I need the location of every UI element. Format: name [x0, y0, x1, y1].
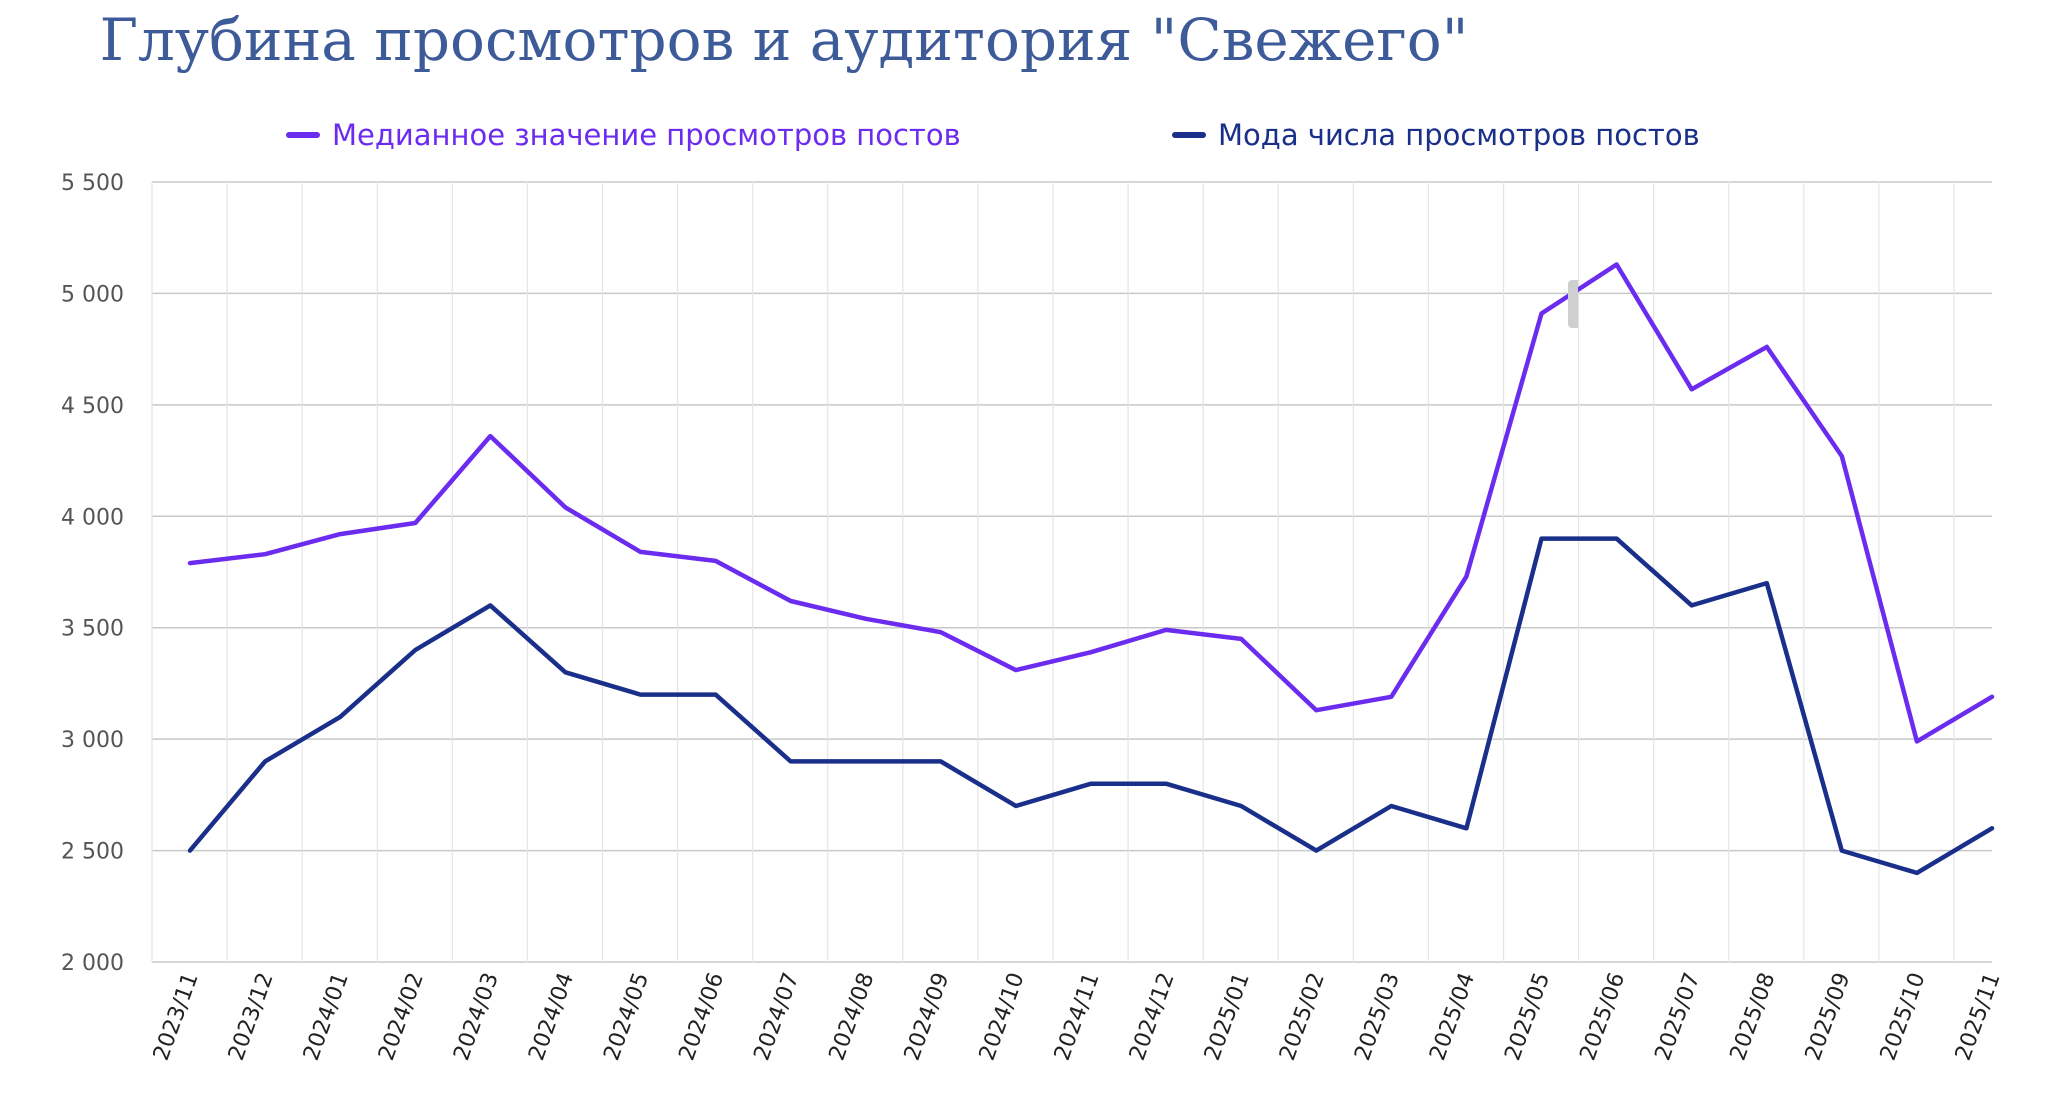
x-tick-label: 2024/04 [524, 970, 579, 1064]
series-lines [187, 262, 1995, 876]
y-tick-label: 5 500 [61, 171, 124, 196]
vertical-gridlines [151, 182, 1955, 962]
y-tick-label: 4 500 [61, 394, 124, 419]
x-tick-label: 2024/12 [1125, 970, 1180, 1064]
x-tick-label: 2023/12 [224, 970, 279, 1064]
x-tick-label: 2025/08 [1726, 970, 1781, 1064]
legend-item-mode: Мода числа просмотров постов [1172, 118, 1700, 152]
x-tick-label: 2025/11 [1951, 970, 2006, 1064]
legend-swatch-mode [1172, 132, 1206, 138]
x-tick-label: 2025/05 [1500, 970, 1555, 1064]
x-tick-label: 2025/10 [1876, 970, 1931, 1064]
edge-handle[interactable] [1568, 280, 1578, 328]
series-line-0 [187, 262, 1995, 744]
y-tick-label: 3 500 [61, 617, 124, 642]
x-tick-label: 2024/10 [975, 970, 1030, 1064]
legend-item-median: Медианное значение просмотров постов [286, 118, 961, 152]
x-tick-label: 2024/01 [299, 970, 354, 1064]
x-tick-label: 2025/07 [1651, 970, 1706, 1064]
legend-label-mode: Мода числа просмотров постов [1218, 118, 1700, 152]
x-tick-label: 2024/03 [449, 970, 504, 1064]
x-tick-label: 2024/09 [900, 970, 955, 1064]
y-tick-label: 2 000 [61, 951, 124, 976]
horizontal-gridlines [152, 181, 1992, 963]
series-line-1 [187, 536, 1995, 876]
x-tick-label: 2023/11 [149, 970, 204, 1064]
chart-title: Глубина просмотров и аудитория "Свежего" [99, 6, 1469, 74]
x-axis-ticks: 2023/11 2023/12 2024/01 2024/02 2024/03 2024/… [149, 970, 2006, 1064]
legend-label-median: Медианное значение просмотров постов [332, 118, 961, 152]
y-axis-ticks: 2 000 2 500 3 000 3 500 4 000 4 500 5 000 5 500 [61, 171, 124, 976]
y-tick-label: 2 500 [61, 840, 124, 865]
x-tick-label: 2025/01 [1200, 970, 1255, 1064]
x-tick-label: 2025/02 [1275, 970, 1330, 1064]
x-tick-label: 2025/06 [1575, 970, 1630, 1064]
x-tick-label: 2024/08 [825, 970, 880, 1064]
y-tick-label: 3 000 [61, 728, 124, 753]
x-tick-label: 2024/02 [374, 970, 429, 1064]
y-tick-label: 4 000 [61, 505, 124, 530]
legend-swatch-median [286, 132, 320, 138]
x-tick-label: 2025/09 [1801, 970, 1856, 1064]
x-tick-label: 2024/07 [750, 970, 805, 1064]
x-tick-label: 2024/11 [1050, 970, 1105, 1064]
y-tick-label: 5 000 [61, 282, 124, 307]
x-tick-label: 2024/06 [674, 970, 729, 1064]
x-tick-label: 2025/03 [1350, 970, 1405, 1064]
x-tick-label: 2024/05 [599, 970, 654, 1064]
x-tick-label: 2025/04 [1425, 970, 1480, 1064]
